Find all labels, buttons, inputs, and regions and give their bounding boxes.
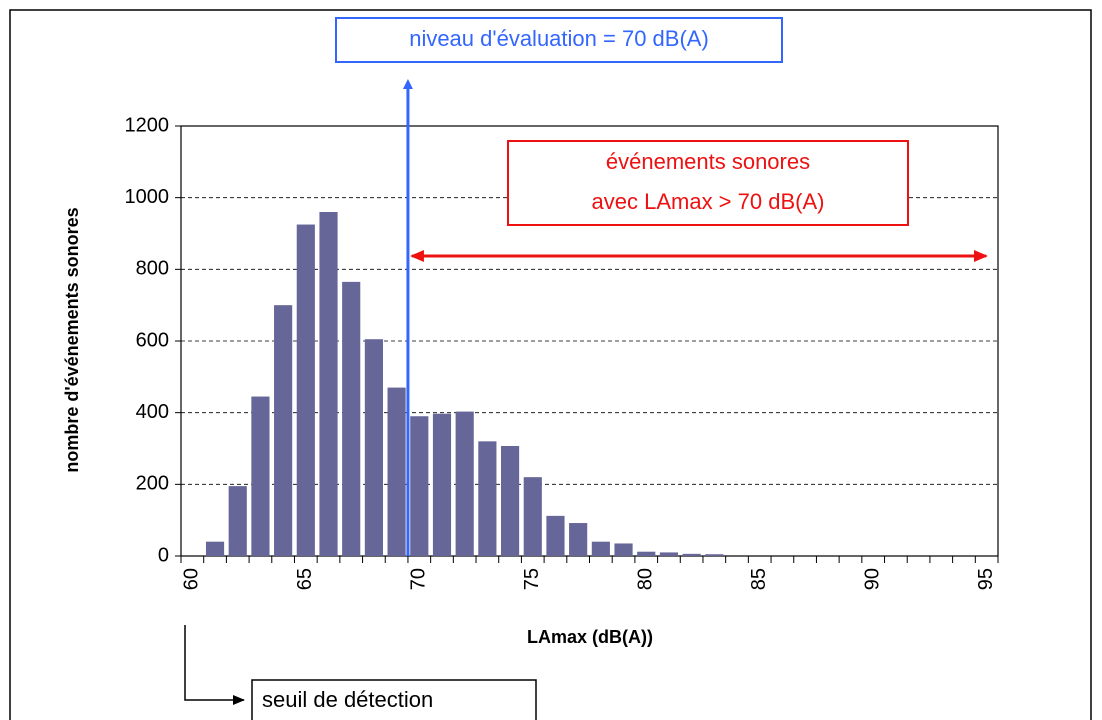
bar	[274, 305, 293, 556]
frame	[9, 9, 1092, 720]
x-tick-label: 95	[975, 568, 997, 590]
x-tick-label: 60	[181, 568, 203, 590]
events-label: événements sonores	[606, 149, 810, 174]
bar	[500, 445, 520, 556]
bar	[614, 543, 633, 556]
y-tick-label: 600	[136, 329, 169, 351]
bar	[342, 281, 361, 556]
x-tick-label: 70	[408, 568, 430, 590]
bar	[705, 554, 724, 556]
bar	[637, 551, 656, 556]
y-tick-label: 200	[136, 473, 169, 495]
bar	[251, 396, 270, 556]
x-tick-label: 85	[748, 568, 770, 590]
bar	[296, 224, 315, 556]
bar	[569, 523, 588, 556]
bar	[682, 553, 701, 556]
x-tick-label: 75	[521, 568, 543, 590]
threshold-arrow	[184, 625, 245, 705]
bar	[228, 486, 247, 556]
y-tick-label: 1200	[125, 114, 170, 136]
bar	[591, 541, 610, 556]
x-axis-title: LAmax (dB(A))	[527, 627, 653, 647]
x-tick-label: 90	[861, 568, 883, 590]
threshold-box	[251, 679, 537, 720]
events-box	[507, 140, 909, 226]
bar	[364, 339, 383, 556]
y-tick-label: 800	[136, 258, 169, 280]
bar	[523, 477, 542, 556]
bar	[478, 441, 497, 556]
y-tick-label: 0	[158, 544, 169, 566]
bar	[659, 552, 679, 556]
x-tick-label: 80	[635, 568, 657, 590]
threshold-label: seuil de détection	[262, 687, 433, 712]
evaluation-label: niveau d'évaluation = 70 dB(A)	[409, 26, 709, 51]
bar	[546, 515, 565, 556]
bar	[432, 413, 452, 556]
bar	[387, 387, 406, 556]
bar	[455, 411, 474, 556]
evaluation-box	[335, 17, 783, 63]
y-tick-label: 400	[136, 401, 169, 423]
bar	[205, 541, 225, 556]
y-tick-label: 1000	[125, 186, 170, 208]
y-axis-title: nombre d'événements sonores	[62, 207, 82, 472]
bar	[319, 212, 338, 556]
x-tick-label: 65	[294, 568, 316, 590]
events-label: avec LAmax > 70 dB(A)	[592, 189, 825, 214]
bar	[410, 416, 429, 556]
